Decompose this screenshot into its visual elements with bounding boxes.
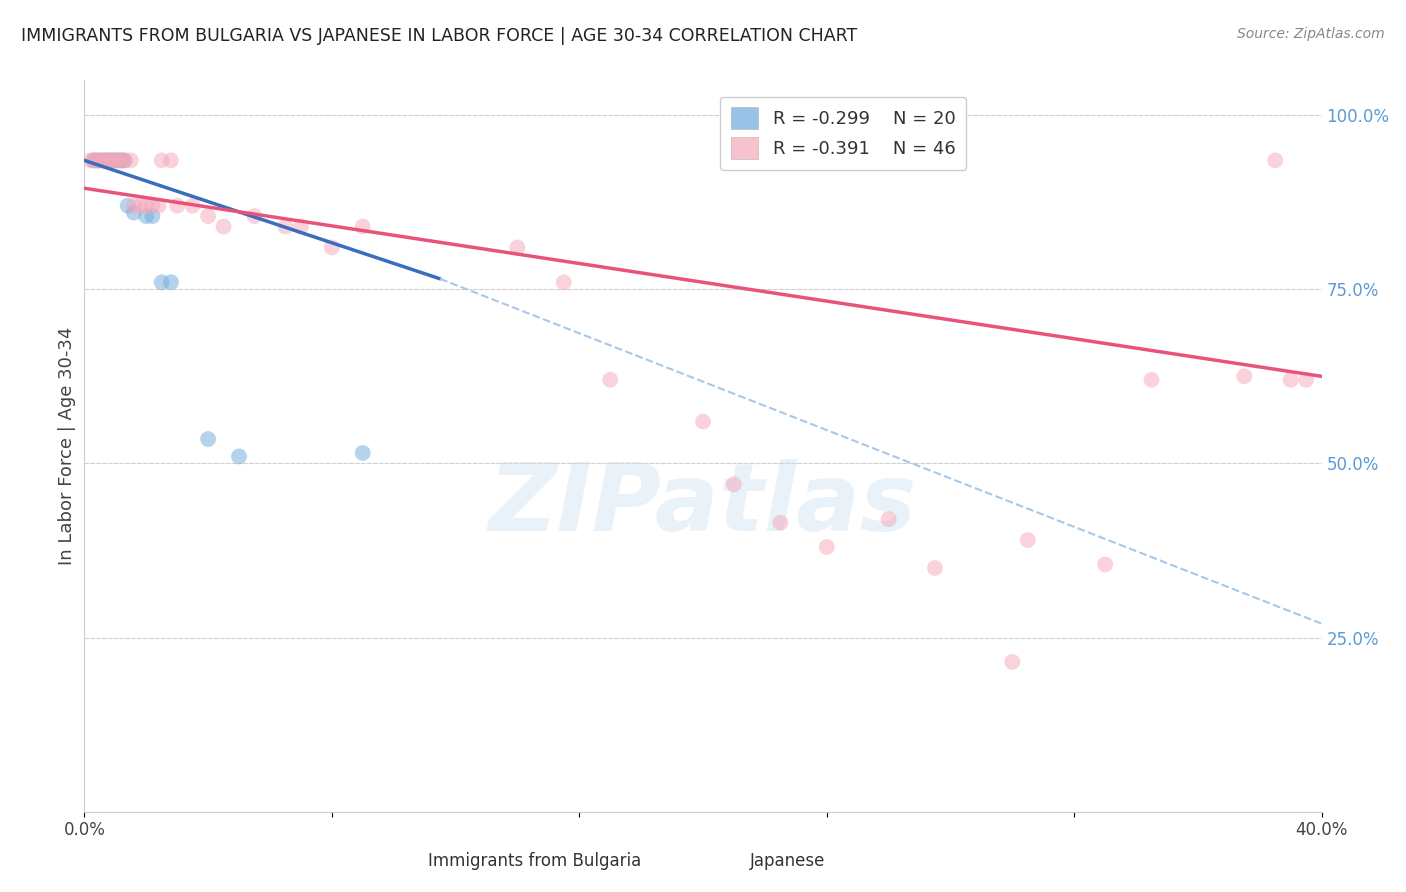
Point (117, 199, 139, 213)
Point (141, 209, 163, 223)
Point (94, 153, 117, 168)
Point (101, 153, 124, 168)
Point (110, 153, 132, 168)
Point (114, 153, 136, 168)
Point (83, 153, 105, 168)
Point (769, 516, 792, 530)
Point (122, 199, 145, 213)
Point (107, 153, 129, 168)
Point (506, 240, 529, 254)
Point (692, 415, 714, 429)
Point (91, 153, 114, 168)
Point (122, 205, 145, 219)
Point (1094, 558, 1116, 572)
Point (98, 153, 121, 168)
Point (141, 199, 163, 213)
Text: Japanese: Japanese (749, 852, 825, 870)
Point (1279, 373, 1302, 387)
Point (104, 153, 127, 168)
Point (148, 199, 170, 213)
Point (129, 199, 152, 213)
Y-axis label: In Labor Force | Age 30-34: In Labor Force | Age 30-34 (58, 326, 76, 566)
Point (1017, 533, 1039, 547)
Point (98, 153, 121, 168)
Point (924, 561, 946, 575)
Point (290, 219, 312, 234)
Text: Source: ZipAtlas.com: Source: ZipAtlas.com (1237, 27, 1385, 41)
Point (86, 153, 108, 168)
Point (1001, 655, 1024, 669)
Point (135, 199, 157, 213)
Point (1264, 153, 1286, 168)
Point (1140, 373, 1163, 387)
Point (94, 153, 117, 168)
Point (89, 153, 111, 168)
Point (197, 432, 219, 446)
Point (104, 153, 127, 168)
Point (352, 446, 374, 460)
Point (160, 153, 183, 168)
Point (274, 219, 297, 234)
Point (181, 199, 204, 213)
Point (150, 153, 173, 168)
Point (120, 153, 142, 168)
Point (197, 209, 219, 223)
Point (89, 153, 111, 168)
Point (150, 275, 173, 289)
Point (107, 153, 129, 168)
Point (101, 153, 124, 168)
Point (321, 240, 343, 254)
Point (1233, 369, 1256, 384)
Point (160, 275, 183, 289)
Point (79, 153, 101, 168)
Legend: R = -0.299    N = 20, R = -0.391    N = 46: R = -0.299 N = 20, R = -0.391 N = 46 (720, 96, 966, 169)
Text: Immigrants from Bulgaria: Immigrants from Bulgaria (427, 852, 641, 870)
Point (553, 275, 575, 289)
Point (877, 512, 900, 526)
Point (91, 153, 114, 168)
Point (1295, 373, 1317, 387)
Point (352, 219, 374, 234)
Text: ZIPatlas: ZIPatlas (489, 458, 917, 550)
Text: IMMIGRANTS FROM BULGARIA VS JAPANESE IN LABOR FORCE | AGE 30-34 CORRELATION CHAR: IMMIGRANTS FROM BULGARIA VS JAPANESE IN … (21, 27, 858, 45)
Point (83, 153, 105, 168)
Point (243, 209, 266, 223)
Point (135, 209, 157, 223)
Point (212, 219, 235, 234)
Point (599, 373, 621, 387)
Point (815, 540, 838, 554)
Point (86, 153, 108, 168)
Point (110, 153, 132, 168)
Point (114, 153, 136, 168)
Point (166, 199, 188, 213)
Point (228, 450, 250, 464)
Point (723, 477, 745, 491)
